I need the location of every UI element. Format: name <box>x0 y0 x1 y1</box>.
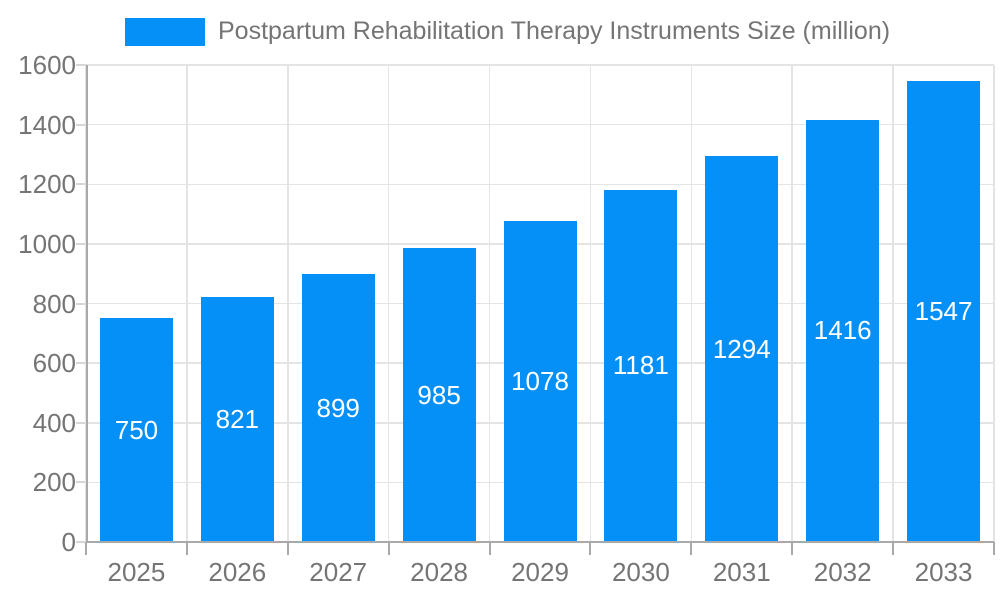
x-axis-label: 2030 <box>611 557 670 587</box>
bar[interactable]: 1547 <box>907 80 981 542</box>
v-gridline <box>387 65 390 542</box>
h-gridline <box>86 64 994 66</box>
y-axis-label: 200 <box>32 467 76 498</box>
y-tick-mark <box>76 302 86 305</box>
bar[interactable]: 821 <box>200 297 274 542</box>
bar[interactable]: 985 <box>402 248 476 542</box>
y-axis-label: 600 <box>32 348 76 379</box>
x-axis-label: 2028 <box>410 557 469 587</box>
x-tick-mark <box>690 542 693 555</box>
bar[interactable]: 1078 <box>503 220 577 542</box>
v-gridline <box>993 65 995 542</box>
legend-label: Postpartum Rehabilitation Therapy Instru… <box>218 17 891 45</box>
v-gridline <box>892 65 894 542</box>
x-tick-mark <box>85 542 87 555</box>
plot-area: 0 200 400 600 800 1000 1200 1400 1600 750 2025 821 2… <box>18 50 995 587</box>
bar-value-label: 750 <box>114 414 159 445</box>
y-tick-mark <box>76 64 86 66</box>
h-gridline <box>86 183 994 185</box>
y-axis-label: 1200 <box>18 169 76 200</box>
x-axis-label: 2033 <box>914 557 973 587</box>
y-axis-label: 800 <box>32 288 76 319</box>
bar-value-label: 899 <box>316 392 360 423</box>
v-gridline <box>589 65 592 542</box>
y-axis-label: 1400 <box>18 109 76 140</box>
y-axis-label: 0 <box>61 527 76 557</box>
x-tick-mark <box>589 542 592 555</box>
x-axis-label: 2025 <box>107 557 166 587</box>
y-axis-label: 1600 <box>18 50 76 80</box>
bar-value-label: 1416 <box>813 315 872 346</box>
x-tick-mark <box>488 542 491 555</box>
bar[interactable]: 1294 <box>705 156 779 542</box>
bar[interactable]: 1416 <box>806 119 880 542</box>
bar-value-label: 1294 <box>712 333 771 364</box>
legend[interactable]: Postpartum Rehabilitation Therapy Instru… <box>125 17 890 46</box>
x-axis-label: 2032 <box>813 557 872 587</box>
x-tick-mark <box>387 542 390 555</box>
bar-value-label: 1181 <box>612 350 669 381</box>
y-tick-mark <box>76 123 86 126</box>
y-tick-mark <box>76 481 86 484</box>
bar-value-label: 1078 <box>511 365 569 396</box>
v-gridline <box>488 65 491 542</box>
bar[interactable]: 750 <box>99 318 173 542</box>
x-axis-label: 2029 <box>511 557 569 587</box>
y-tick-mark <box>76 183 86 186</box>
v-gridline <box>287 65 289 542</box>
h-gridline <box>86 123 994 126</box>
x-tick-mark <box>286 542 289 555</box>
y-tick-mark <box>76 242 86 245</box>
y-tick-mark <box>76 421 86 424</box>
y-axis-line <box>86 65 88 542</box>
x-tick-mark <box>892 542 895 555</box>
v-gridline <box>690 65 693 542</box>
x-tick-mark <box>993 542 995 555</box>
bar[interactable]: 899 <box>301 274 375 542</box>
y-axis-label: 1000 <box>18 228 76 259</box>
x-tick-mark <box>791 542 794 555</box>
y-tick-mark <box>76 541 86 543</box>
y-tick-mark <box>76 362 86 365</box>
x-axis-line <box>86 541 994 543</box>
bar-value-label: 985 <box>417 379 461 410</box>
bar-value-label: 1547 <box>914 295 973 326</box>
legend-swatch <box>125 17 205 46</box>
x-tick-mark <box>185 542 188 555</box>
x-axis-label: 2031 <box>712 557 771 587</box>
v-gridline <box>186 65 188 542</box>
x-axis-label: 2027 <box>309 557 368 587</box>
bar[interactable]: 1181 <box>604 189 678 542</box>
y-axis-label: 400 <box>32 407 76 438</box>
v-gridline <box>791 65 793 542</box>
x-axis-label: 2026 <box>208 557 267 587</box>
bar-value-label: 821 <box>215 404 260 435</box>
